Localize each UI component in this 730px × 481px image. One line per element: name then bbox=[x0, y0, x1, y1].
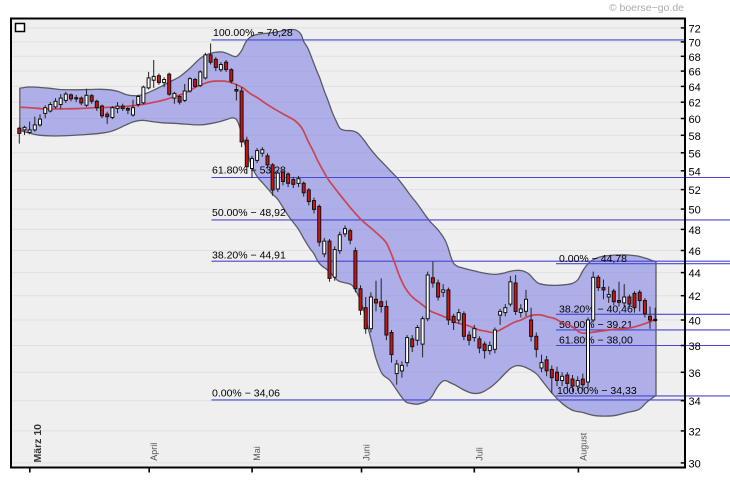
svg-text:56: 56 bbox=[689, 148, 701, 160]
svg-text:62: 62 bbox=[689, 98, 701, 110]
svg-text:61.80% − 38,00: 61.80% − 38,00 bbox=[559, 335, 633, 347]
svg-text:30: 30 bbox=[689, 458, 701, 470]
svg-text:72: 72 bbox=[689, 23, 701, 35]
svg-text:68: 68 bbox=[689, 52, 701, 64]
svg-text:42: 42 bbox=[689, 291, 701, 303]
svg-text:© boerse−go.de: © boerse−go.de bbox=[609, 2, 684, 14]
svg-text:100.00% − 34,33: 100.00% − 34,33 bbox=[557, 385, 637, 397]
svg-text:38.20% − 40,46: 38.20% − 40,46 bbox=[559, 303, 633, 315]
svg-text:38: 38 bbox=[689, 341, 701, 353]
svg-text:38.20% − 44,91: 38.20% − 44,91 bbox=[212, 250, 286, 262]
svg-text:32: 32 bbox=[689, 426, 701, 438]
svg-text:April: April bbox=[149, 443, 159, 461]
svg-text:58: 58 bbox=[689, 131, 701, 143]
svg-text:46: 46 bbox=[689, 246, 701, 258]
svg-text:40: 40 bbox=[689, 316, 701, 328]
svg-text:50.00% − 48,92: 50.00% − 48,92 bbox=[212, 207, 286, 219]
svg-text:61.80% − 53,28: 61.80% − 53,28 bbox=[212, 165, 286, 177]
svg-text:Juni: Juni bbox=[362, 444, 372, 461]
svg-text:Juli: Juli bbox=[474, 447, 484, 461]
svg-text:52: 52 bbox=[689, 185, 701, 197]
svg-text:64: 64 bbox=[689, 82, 701, 94]
svg-text:70: 70 bbox=[689, 37, 701, 49]
svg-text:54: 54 bbox=[689, 166, 701, 178]
svg-text:August: August bbox=[578, 432, 588, 461]
svg-text:66: 66 bbox=[689, 67, 701, 79]
svg-text:Mai: Mai bbox=[252, 446, 262, 461]
svg-text:März 10: März 10 bbox=[32, 424, 44, 463]
svg-text:48: 48 bbox=[689, 225, 701, 237]
svg-text:50.00% − 39,21: 50.00% − 39,21 bbox=[559, 319, 633, 331]
svg-text:0.00% − 44,78: 0.00% − 44,78 bbox=[559, 253, 627, 265]
svg-text:100.00% − 70,28: 100.00% − 70,28 bbox=[213, 27, 293, 39]
svg-text:34: 34 bbox=[689, 396, 701, 408]
svg-text:44: 44 bbox=[689, 268, 701, 280]
svg-text:0.00% − 34,06: 0.00% − 34,06 bbox=[212, 387, 280, 399]
svg-text:36: 36 bbox=[689, 368, 701, 380]
svg-text:50: 50 bbox=[689, 205, 701, 217]
svg-text:60: 60 bbox=[689, 114, 701, 126]
